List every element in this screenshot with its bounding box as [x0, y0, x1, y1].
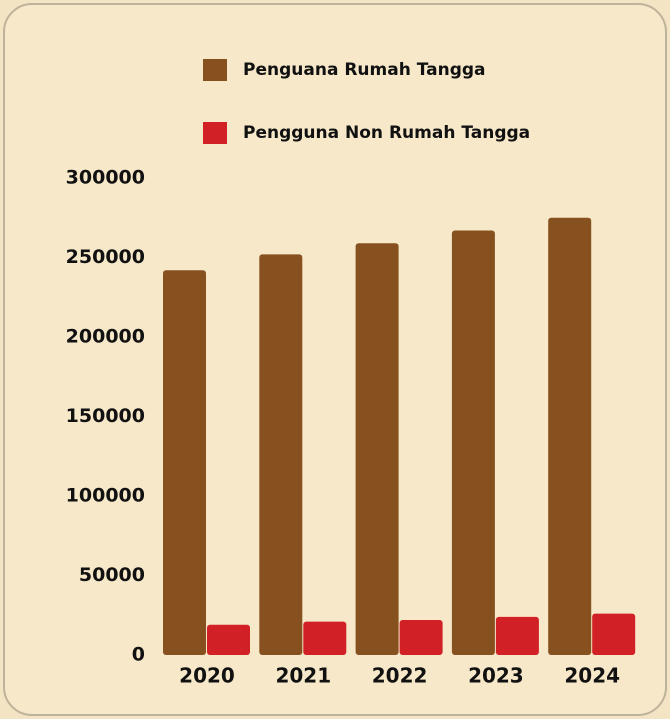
x-tick-label: 2023 [468, 664, 524, 688]
legend-label: Pengguna Non Rumah Tangga [243, 123, 530, 143]
bar [592, 613, 636, 655]
legend-swatch [203, 59, 227, 81]
bar [259, 254, 303, 655]
x-tick-label: 2020 [179, 664, 235, 688]
legend-label: Penguana Rumah Tangga [243, 60, 486, 80]
y-tick-label: 200000 [66, 326, 145, 348]
bar [303, 621, 347, 655]
y-tick-label: 50000 [79, 564, 145, 586]
bar [399, 620, 443, 655]
bar [355, 243, 399, 655]
y-tick-label: 300000 [66, 167, 145, 189]
x-tick-label: 2024 [564, 664, 620, 688]
x-tick-label: 2021 [275, 664, 331, 688]
x-tick-label: 2022 [372, 664, 428, 688]
y-tick-label: 250000 [66, 246, 145, 268]
bar [451, 230, 495, 655]
y-tick-label: 150000 [66, 405, 145, 427]
y-tick-label: 0 [132, 644, 145, 666]
bar [163, 270, 206, 655]
legend-swatch [203, 122, 227, 144]
y-tick-label: 100000 [66, 485, 145, 507]
bar [495, 616, 539, 655]
bar [548, 217, 592, 655]
bar [207, 624, 250, 655]
